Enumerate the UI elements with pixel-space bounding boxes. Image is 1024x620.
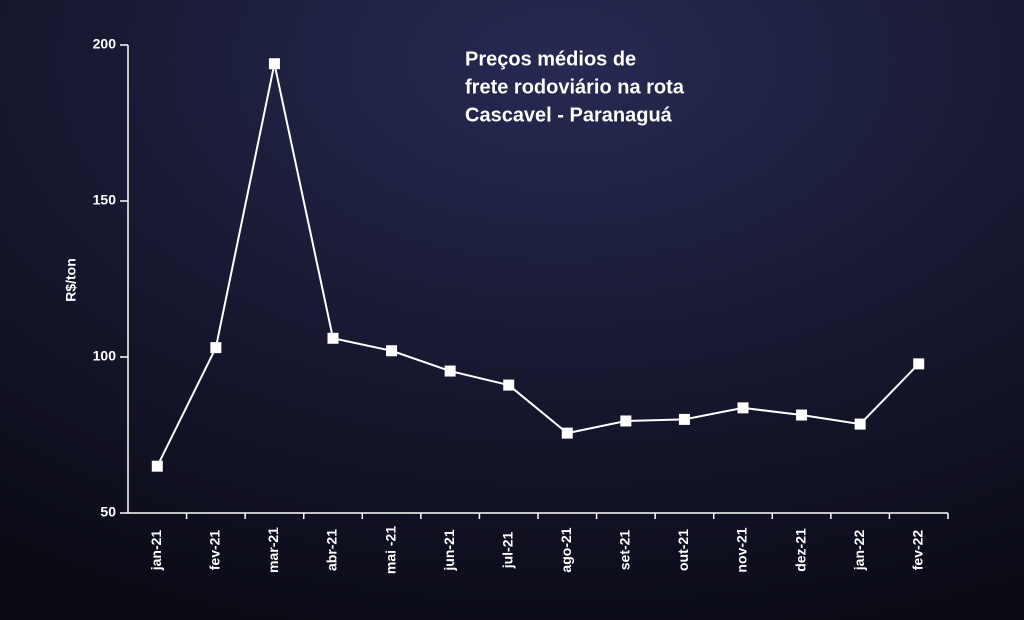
marker [620,415,632,427]
marker [737,402,749,414]
marker [796,409,808,421]
x-tick-label: nov-21 [734,527,750,572]
y-axis-label: R$/ton [63,258,79,302]
x-tick-label: jun-21 [441,529,457,571]
y-tick-label: 200 [93,36,117,52]
marker [444,365,456,377]
x-tick-label: fev-22 [909,530,925,571]
x-tick-label: mar-21 [265,527,281,573]
chart-title: Cascavel - Paranaguá [465,104,673,126]
marker [678,413,690,425]
x-tick-label: mai -21 [382,526,398,574]
marker [561,427,573,439]
y-tick-label: 100 [93,348,117,364]
y-tick-label: 150 [93,192,117,208]
y-tick-label: 50 [100,504,116,520]
x-tick-label: dez-21 [792,528,808,572]
marker [503,379,515,391]
x-tick-label: fev-21 [207,530,223,571]
chart-title: frete rodoviário na rota [465,76,685,98]
x-tick-label: jul-21 [499,532,515,570]
marker [151,460,163,472]
chart-title: Preços médios de [465,48,636,70]
x-tick-label: abr-21 [324,529,340,571]
marker [210,342,222,354]
marker [386,345,398,357]
marker [327,332,339,344]
x-tick-label: out-21 [675,529,691,571]
marker [268,58,280,70]
series-line [156,63,920,467]
marker [913,358,925,370]
x-tick-label: set-21 [617,530,633,571]
marker [854,418,866,430]
x-tick-label: jan-22 [851,530,867,572]
x-tick-label: ago-21 [558,527,574,572]
x-tick-label: jan-21 [148,530,164,572]
